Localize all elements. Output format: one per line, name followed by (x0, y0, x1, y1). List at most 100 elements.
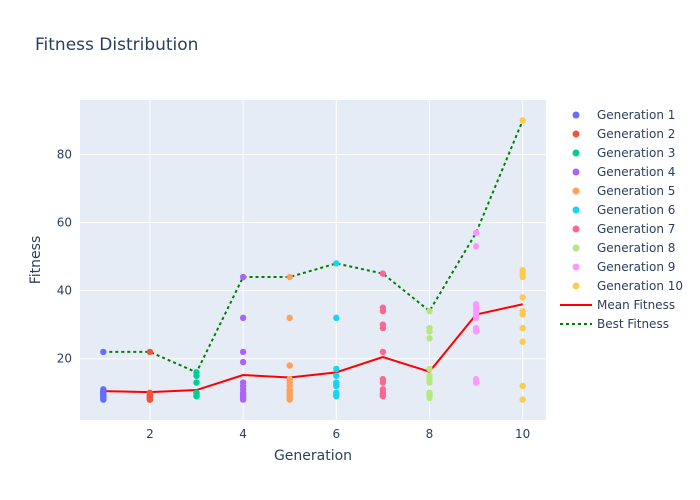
data-point-generation-6 (333, 382, 340, 390)
data-point-generation-2 (146, 348, 154, 356)
legend-item[interactable]: Generation 9 (572, 260, 676, 274)
data-point-generation-10 (519, 396, 526, 403)
legend-marker (572, 282, 580, 290)
data-point-generation-3 (193, 379, 200, 386)
data-point-generation-1 (100, 348, 107, 356)
legend-label: Generation 6 (597, 203, 675, 217)
legend-marker (572, 206, 580, 214)
data-point-generation-5 (286, 273, 293, 281)
legend-label: Generation 8 (597, 241, 675, 255)
chart-title: Fitness Distribution (35, 35, 198, 55)
legend-item[interactable]: Generation 6 (572, 203, 676, 217)
legend-marker (572, 187, 580, 195)
data-point-generation-7 (379, 307, 387, 315)
legend-item[interactable]: Generation 8 (572, 241, 676, 255)
data-point-generation-7 (379, 348, 387, 356)
legend-label: Generation 5 (597, 184, 675, 198)
legend-label: Generation 10 (597, 279, 683, 293)
legend-label: Generation 7 (597, 222, 675, 236)
data-point-generation-9 (472, 229, 480, 236)
y-tick-label: 20 (57, 352, 72, 366)
legend-label: Mean Fitness (597, 298, 675, 312)
data-point-generation-6 (333, 372, 340, 379)
data-point-generation-1 (100, 396, 107, 403)
data-point-generation-7 (379, 270, 387, 277)
legend-item[interactable]: Generation 1 (572, 108, 676, 122)
legend-marker (572, 130, 580, 138)
data-point-generation-5 (286, 362, 293, 369)
data-point-generation-8 (426, 307, 433, 315)
data-point-generation-3 (193, 372, 200, 379)
line-series (103, 120, 524, 394)
data-point-generation-8 (426, 379, 433, 386)
legend-marker (572, 225, 580, 233)
data-point-generation-10 (519, 294, 526, 301)
data-point-generation-10 (519, 338, 526, 345)
data-point-generation-10 (519, 311, 526, 318)
x-tick-label: 8 (426, 427, 434, 441)
x-tick-label: 6 (332, 427, 340, 441)
legend-label: Generation 2 (597, 127, 675, 141)
legend-item[interactable]: Mean Fitness (560, 298, 675, 312)
data-point-generation-10 (519, 273, 526, 281)
legend-item[interactable]: Generation 2 (572, 127, 676, 141)
legend-item[interactable]: Generation 5 (572, 184, 676, 198)
legend-item[interactable]: Generation 7 (572, 222, 676, 236)
data-point-generation-8 (426, 365, 433, 373)
data-point-generation-4 (239, 314, 247, 322)
data-point-generation-10 (519, 117, 526, 124)
legend-item[interactable]: Generation 4 (572, 165, 676, 179)
data-point-generation-7 (379, 324, 387, 332)
legend-marker (572, 111, 580, 119)
x-tick-label: 4 (239, 427, 247, 441)
legend-label: Best Fitness (597, 317, 669, 331)
data-point-generation-6 (333, 392, 340, 400)
x-tick-label: 10 (515, 427, 530, 441)
best-fitness-line (103, 120, 524, 374)
data-point-generation-6 (333, 314, 340, 322)
data-point-generation-9 (472, 314, 480, 322)
data-point-generation-4 (239, 348, 247, 356)
data-point-generation-9 (472, 379, 480, 386)
y-axis-title: Fitness (28, 236, 44, 285)
data-point-generation-2 (146, 396, 154, 403)
scatter-points (100, 117, 526, 403)
legend-label: Generation 4 (597, 165, 675, 179)
legend-item[interactable]: Generation 10 (572, 279, 684, 293)
data-point-generation-9 (472, 243, 480, 250)
legend-label: Generation 9 (597, 260, 675, 274)
data-point-generation-5 (286, 314, 293, 322)
axis-ticks: 2 4 6 8 10 20 40 60 80 (57, 147, 531, 441)
data-point-generation-6 (333, 365, 340, 373)
data-point-generation-10 (519, 324, 526, 332)
data-point-generation-4 (239, 273, 247, 281)
y-tick-label: 60 (57, 216, 72, 230)
plot-area (80, 100, 546, 420)
data-point-generation-7 (379, 379, 387, 386)
data-point-generation-10 (519, 382, 526, 390)
legend-item[interactable]: Best Fitness (560, 317, 669, 331)
legend-label: Generation 3 (597, 146, 675, 160)
legend-marker (572, 168, 580, 176)
data-point-generation-4 (239, 358, 247, 366)
legend[interactable]: Generation 1 Generation 2 Generation 3 Gene… (560, 108, 683, 331)
data-point-generation-4 (239, 396, 247, 403)
legend-marker (572, 263, 580, 271)
y-tick-label: 80 (57, 147, 72, 161)
data-point-generation-8 (426, 335, 433, 342)
legend-label: Generation 1 (597, 108, 675, 122)
y-tick-label: 40 (57, 284, 72, 298)
data-point-generation-3 (193, 392, 200, 400)
grid-lines (80, 100, 546, 420)
data-point-generation-8 (426, 394, 433, 402)
mean-fitness-line (103, 303, 523, 394)
data-point-generation-8 (426, 328, 433, 335)
legend-item[interactable]: Generation 3 (572, 146, 676, 160)
legend-marker (572, 244, 580, 252)
data-point-generation-9 (472, 328, 480, 335)
data-point-generation-7 (379, 392, 387, 400)
data-point-generation-6 (333, 260, 340, 267)
x-tick-label: 2 (146, 427, 154, 441)
data-point-generation-5 (286, 396, 293, 403)
